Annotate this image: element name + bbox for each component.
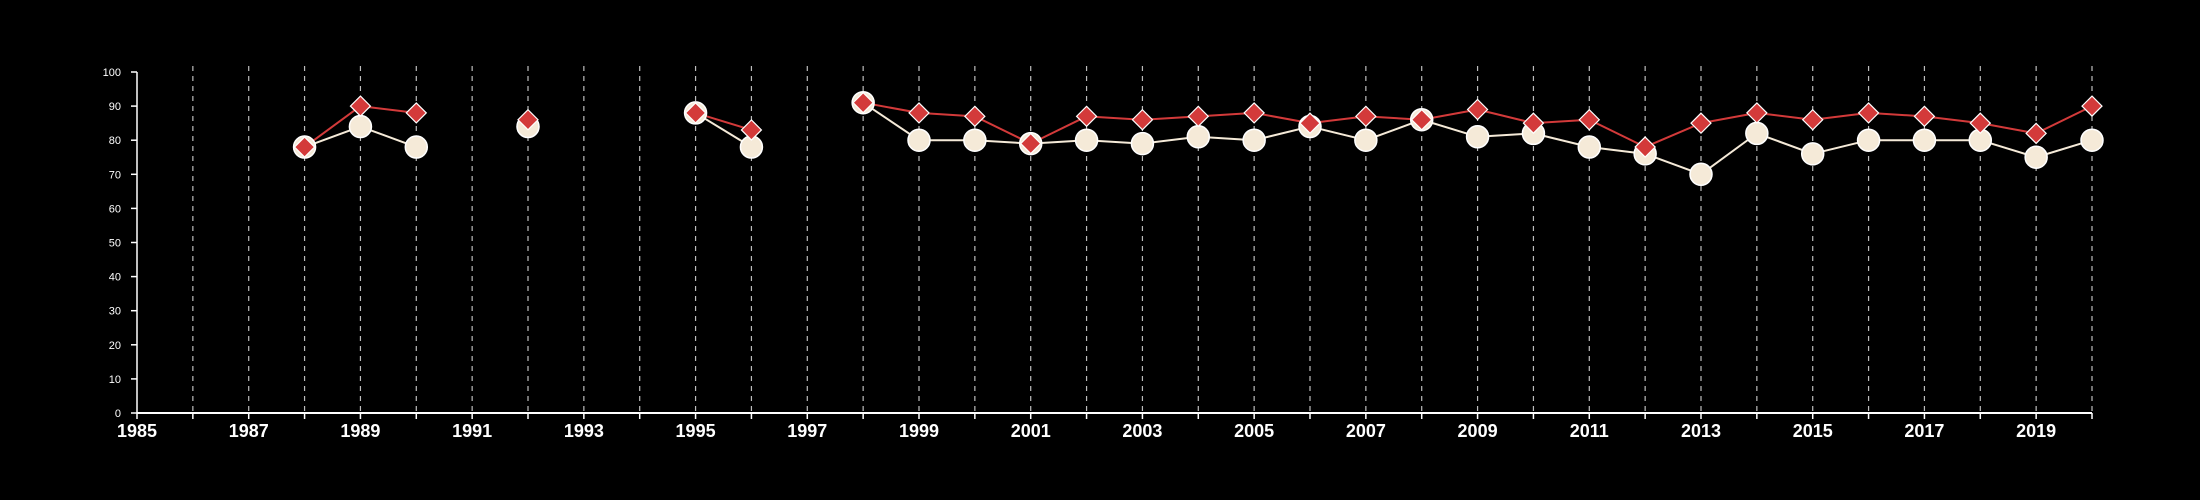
data-point-diamond <box>1746 102 1768 124</box>
series-line-segment <box>1644 122 1702 148</box>
y-tick-label: 20 <box>109 340 121 352</box>
data-point-circle <box>1354 128 1378 152</box>
series-line-segment <box>1588 118 1646 148</box>
data-point-diamond <box>1355 105 1377 128</box>
data-point-diamond <box>1969 112 1992 134</box>
x-tick-label: 1989 <box>340 421 380 441</box>
x-tick-label: 1985 <box>117 421 157 441</box>
y-tick-label: 0 <box>115 408 121 420</box>
data-point-diamond <box>908 102 930 124</box>
x-tick-label: 2017 <box>1904 421 1944 441</box>
data-point-diamond <box>1466 98 1489 121</box>
data-point-diamond <box>1522 112 1545 134</box>
x-tick-label: 1987 <box>229 421 269 441</box>
x-tick-label: 2003 <box>1122 421 1162 441</box>
data-point-diamond <box>1243 102 1265 124</box>
series-line-segment <box>1477 108 1534 125</box>
data-point-diamond <box>964 105 986 128</box>
data-point-diamond <box>1019 132 1042 155</box>
data-point-diamond <box>684 102 707 124</box>
data-point-circle <box>1856 128 1881 152</box>
data-point-diamond <box>2025 122 2047 145</box>
data-point-diamond <box>1578 108 1601 131</box>
y-tick-label: 40 <box>109 272 121 284</box>
data-point-diamond <box>1634 136 1656 158</box>
data-point-diamond <box>1299 112 1321 134</box>
x-tick-label: 1993 <box>564 421 604 441</box>
data-point-diamond <box>1857 102 1880 124</box>
data-point-circle <box>1186 125 1211 149</box>
data-point-circle <box>1577 135 1602 159</box>
data-point-diamond <box>2081 95 2103 117</box>
y-tick-label: 60 <box>109 203 121 215</box>
data-point-diamond <box>1131 108 1154 131</box>
data-point-circle <box>1242 128 1266 152</box>
data-point-diamond <box>1801 108 1824 131</box>
gridlines <box>192 66 2093 413</box>
x-tick-label: 1997 <box>787 421 827 441</box>
data-point-circle <box>1130 131 1155 156</box>
y-tick-label: 80 <box>109 135 121 147</box>
data-point-diamond <box>1690 112 1712 134</box>
y-tick-label: 70 <box>109 169 121 181</box>
data-point-diamond <box>349 95 372 117</box>
y-tick-label: 90 <box>109 101 121 113</box>
data-point-circle <box>907 128 931 152</box>
series-marker-group <box>293 91 2103 158</box>
data-point-diamond <box>1187 105 1210 128</box>
data-point-diamond <box>1410 108 1433 131</box>
x-tick-label: 2005 <box>1234 421 1274 441</box>
y-tick-label: 100 <box>103 67 121 79</box>
data-point-diamond <box>293 136 316 158</box>
x-tick-label: 2007 <box>1346 421 1386 441</box>
x-tick-label: 1995 <box>676 421 716 441</box>
x-tick-label: 2015 <box>1793 421 1833 441</box>
data-point-diamond <box>517 108 539 131</box>
data-point-circle <box>2024 145 2048 169</box>
axes: 0 10 20 30 40 50 60 70 80 90 100 1985 1987 1989 1991 19… <box>103 67 2093 441</box>
series-line-segment <box>1700 111 1758 125</box>
data-point-circle <box>1465 125 1490 149</box>
data-point-circle <box>1689 162 1713 187</box>
y-tick-label: 50 <box>109 238 121 250</box>
data-point-circle <box>1745 121 1769 146</box>
x-tick-label: 2013 <box>1681 421 1721 441</box>
data-point-diamond <box>405 102 428 124</box>
x-tick-label: 2001 <box>1011 421 1051 441</box>
y-tick-label: 30 <box>109 306 121 318</box>
data-point-circle <box>2080 128 2104 152</box>
data-point-diamond <box>852 91 874 114</box>
data-point-circle <box>1912 128 1937 152</box>
x-tick-label: 2009 <box>1458 421 1498 441</box>
x-tick-label: 1991 <box>452 421 492 441</box>
data-point-diamond <box>1075 105 1098 128</box>
data-point-circle <box>1074 128 1099 152</box>
data-point-circle <box>404 135 429 159</box>
series-line-segment <box>2035 105 2093 135</box>
data-point-diamond <box>1913 105 1936 128</box>
x-tick-label: 1999 <box>899 421 939 441</box>
data-point-circle <box>1800 142 1825 166</box>
y-tick-label: 10 <box>109 374 121 386</box>
data-point-circle <box>348 114 373 139</box>
data-point-diamond <box>740 119 763 141</box>
series-line-segment <box>1980 122 2037 135</box>
x-tick-label: 2011 <box>1570 421 1609 441</box>
data-point-circle <box>963 128 987 152</box>
x-tick-label: 2019 <box>2016 421 2056 441</box>
series-group <box>292 90 2104 187</box>
